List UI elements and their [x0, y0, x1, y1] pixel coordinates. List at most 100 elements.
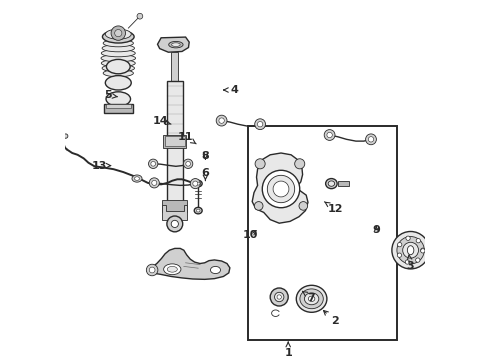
Text: 3: 3	[407, 255, 415, 271]
Circle shape	[299, 202, 308, 210]
Ellipse shape	[196, 209, 200, 212]
Circle shape	[148, 159, 158, 168]
Text: 1: 1	[284, 342, 292, 358]
Ellipse shape	[300, 289, 323, 309]
Circle shape	[420, 249, 425, 253]
Circle shape	[324, 130, 335, 140]
Ellipse shape	[105, 76, 131, 90]
Text: 13: 13	[92, 161, 111, 171]
Ellipse shape	[304, 293, 319, 305]
Circle shape	[262, 170, 300, 208]
Circle shape	[268, 175, 294, 203]
Text: 10: 10	[243, 230, 258, 240]
Circle shape	[270, 288, 288, 306]
Circle shape	[151, 161, 155, 166]
Circle shape	[167, 216, 183, 232]
Circle shape	[366, 134, 376, 145]
Ellipse shape	[194, 180, 202, 187]
Ellipse shape	[103, 69, 133, 77]
Circle shape	[257, 122, 263, 127]
Circle shape	[111, 26, 125, 40]
Circle shape	[137, 13, 143, 19]
Ellipse shape	[102, 31, 134, 43]
Circle shape	[115, 30, 122, 37]
Circle shape	[277, 295, 281, 299]
Circle shape	[152, 180, 157, 185]
Ellipse shape	[103, 40, 133, 47]
Ellipse shape	[308, 296, 315, 302]
Ellipse shape	[101, 55, 136, 62]
Bar	[162, 200, 187, 212]
Ellipse shape	[328, 181, 335, 186]
Ellipse shape	[167, 266, 177, 272]
Ellipse shape	[296, 285, 327, 312]
Ellipse shape	[169, 41, 183, 48]
Text: 11: 11	[178, 132, 196, 144]
Circle shape	[416, 239, 420, 243]
Circle shape	[149, 267, 155, 273]
Ellipse shape	[102, 45, 134, 52]
Circle shape	[190, 179, 200, 189]
Circle shape	[219, 118, 224, 123]
Circle shape	[273, 181, 289, 197]
Circle shape	[416, 258, 420, 262]
Bar	[248, 126, 397, 340]
Circle shape	[405, 260, 410, 264]
Circle shape	[327, 132, 332, 138]
Circle shape	[397, 243, 402, 247]
Ellipse shape	[196, 182, 200, 185]
Circle shape	[421, 248, 425, 252]
Ellipse shape	[106, 92, 130, 106]
Ellipse shape	[101, 50, 135, 57]
Bar	[163, 135, 186, 148]
Circle shape	[368, 136, 374, 142]
Ellipse shape	[102, 64, 134, 72]
Bar	[338, 181, 349, 186]
Circle shape	[216, 115, 227, 126]
Circle shape	[406, 236, 410, 240]
Circle shape	[254, 202, 263, 210]
Ellipse shape	[101, 59, 135, 67]
Circle shape	[397, 253, 402, 257]
Text: 2: 2	[323, 311, 339, 326]
Polygon shape	[252, 153, 308, 223]
Ellipse shape	[210, 266, 221, 274]
Text: 4: 4	[224, 85, 238, 95]
Ellipse shape	[172, 43, 180, 46]
Polygon shape	[162, 205, 187, 220]
Text: 7: 7	[302, 291, 316, 303]
Ellipse shape	[106, 59, 130, 74]
Ellipse shape	[105, 29, 131, 39]
Text: 8: 8	[201, 150, 209, 161]
Ellipse shape	[164, 264, 181, 275]
Text: 5: 5	[104, 90, 118, 100]
Ellipse shape	[134, 177, 140, 180]
Circle shape	[183, 159, 193, 168]
Polygon shape	[157, 37, 189, 52]
Bar	[165, 136, 185, 146]
Circle shape	[397, 237, 424, 264]
Ellipse shape	[407, 246, 414, 255]
Ellipse shape	[194, 207, 202, 214]
Circle shape	[171, 220, 178, 228]
Bar	[104, 104, 133, 113]
Bar	[167, 147, 183, 202]
Circle shape	[193, 181, 198, 186]
Circle shape	[403, 242, 418, 258]
Bar	[106, 104, 130, 108]
Bar	[167, 81, 183, 137]
Text: 6: 6	[201, 168, 209, 181]
Circle shape	[64, 134, 68, 138]
Ellipse shape	[326, 179, 337, 189]
Circle shape	[255, 119, 266, 130]
Circle shape	[186, 161, 191, 166]
Circle shape	[255, 159, 265, 169]
Text: 9: 9	[372, 225, 380, 235]
Circle shape	[274, 292, 284, 302]
Polygon shape	[151, 248, 230, 279]
Circle shape	[147, 264, 158, 276]
Text: 12: 12	[324, 202, 343, 214]
Circle shape	[392, 231, 429, 269]
Circle shape	[149, 178, 159, 188]
Bar	[171, 52, 178, 81]
